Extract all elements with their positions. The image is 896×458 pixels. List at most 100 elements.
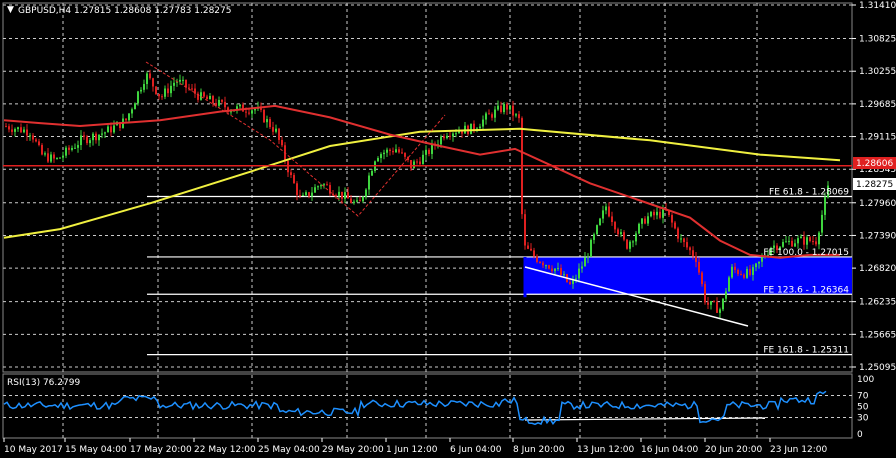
- candle-body: [596, 225, 598, 235]
- candle-body: [395, 149, 397, 153]
- price-tick-label: 1.26820: [859, 264, 896, 274]
- candle-body: [248, 112, 250, 114]
- candle-body: [11, 129, 13, 132]
- candlesticks: [5, 69, 829, 319]
- candle-body: [242, 104, 244, 112]
- candle-body: [551, 268, 553, 272]
- rsi-line: [3, 390, 827, 426]
- candle-body: [245, 111, 247, 113]
- candle-body: [605, 206, 607, 211]
- candle-body: [770, 247, 772, 255]
- trend-line[interactable]: [524, 266, 749, 327]
- symbol-info: GBPUSD,H4 1.27815 1.28608 1.27783 1.2827…: [18, 6, 231, 16]
- candle-body: [632, 241, 634, 243]
- candle-body: [809, 237, 811, 242]
- candle-body: [299, 195, 301, 197]
- candle-body: [68, 147, 70, 150]
- candle-body: [743, 274, 745, 278]
- candle-body: [38, 141, 40, 146]
- candle-body: [137, 91, 139, 104]
- candle-body: [191, 88, 193, 90]
- candle-body: [353, 201, 355, 204]
- candle-body: [680, 238, 682, 240]
- candle-body: [293, 175, 295, 184]
- candle-body: [518, 114, 520, 119]
- candle-body: [590, 239, 592, 257]
- candle-body: [311, 192, 313, 197]
- fibo-level-label: FE 61.8 - 1.28069: [769, 188, 849, 198]
- candle-body: [224, 101, 226, 108]
- rsi-tick-label: 50: [857, 403, 869, 413]
- time-tick-label: 29 May 20:00: [322, 445, 384, 455]
- candle-body: [488, 113, 490, 115]
- candle-body: [383, 152, 385, 155]
- candle-body: [428, 149, 430, 154]
- candle-body: [422, 154, 424, 165]
- candle-body: [146, 73, 148, 85]
- price-tick-label: 1.29115: [859, 133, 896, 143]
- candle-body: [404, 152, 406, 157]
- candle-body: [74, 147, 76, 149]
- time-axis: 10 May 2017 15 May 04:00 17 May 20:00 22 Ma…: [3, 438, 827, 455]
- candle-body: [635, 233, 637, 242]
- candle-body: [371, 170, 373, 176]
- candle-body: [773, 245, 775, 248]
- candle-body: [674, 222, 676, 229]
- candle-body: [194, 88, 196, 94]
- rsi-tick-label: 30: [857, 414, 869, 424]
- candle-body: [398, 149, 400, 153]
- candle-body: [107, 126, 109, 133]
- price-tick-label: 1.25665: [859, 330, 896, 340]
- candle-body: [290, 172, 292, 176]
- candle-body: [620, 232, 622, 235]
- candle-body: [89, 140, 91, 144]
- candle-body: [587, 256, 589, 258]
- candle-body: [761, 257, 763, 262]
- candle-body: [740, 274, 742, 276]
- candle-body: [506, 103, 508, 110]
- time-tick-label: 16 Jun 04:00: [641, 445, 698, 455]
- candle-body: [419, 161, 421, 165]
- candle-body: [440, 136, 442, 145]
- candle-body: [527, 245, 529, 249]
- candle-body: [524, 214, 526, 246]
- candle-body: [227, 107, 229, 112]
- candle-body: [173, 82, 175, 86]
- candle-body: [149, 73, 151, 79]
- candle-body: [26, 129, 28, 136]
- rsi-tick-label: 0: [857, 430, 863, 440]
- candle-body: [281, 139, 283, 146]
- time-tick-label: 10 May 2017: [4, 445, 63, 455]
- candle-body: [701, 272, 703, 285]
- candle-body: [752, 267, 754, 275]
- candle-body: [182, 79, 184, 81]
- candle-body: [128, 113, 130, 121]
- candle-body: [644, 218, 646, 224]
- candle-body: [392, 150, 394, 153]
- candle-body: [779, 246, 781, 251]
- price-tick-label: 1.30825: [859, 35, 896, 45]
- candle-body: [731, 266, 733, 278]
- triangle-down-icon[interactable]: ▼: [7, 5, 14, 15]
- candle-body: [77, 145, 79, 148]
- candle-body: [602, 210, 604, 219]
- candle-body: [230, 111, 232, 113]
- candle-body: [812, 241, 814, 243]
- candle-body: [569, 282, 571, 284]
- candle-body: [500, 105, 502, 113]
- candle-body: [728, 277, 730, 292]
- candle-body: [557, 268, 559, 270]
- candle-body: [95, 133, 97, 141]
- candle-body: [176, 81, 178, 83]
- candle-body: [17, 127, 19, 130]
- candle-body: [719, 309, 721, 313]
- candle-body: [5, 126, 7, 128]
- candle-body: [407, 156, 409, 160]
- candle-body: [362, 196, 364, 202]
- candle-body: [539, 261, 541, 263]
- candle-body: [455, 133, 457, 135]
- rsi-trend-line[interactable]: [524, 417, 766, 421]
- candle-body: [32, 135, 34, 140]
